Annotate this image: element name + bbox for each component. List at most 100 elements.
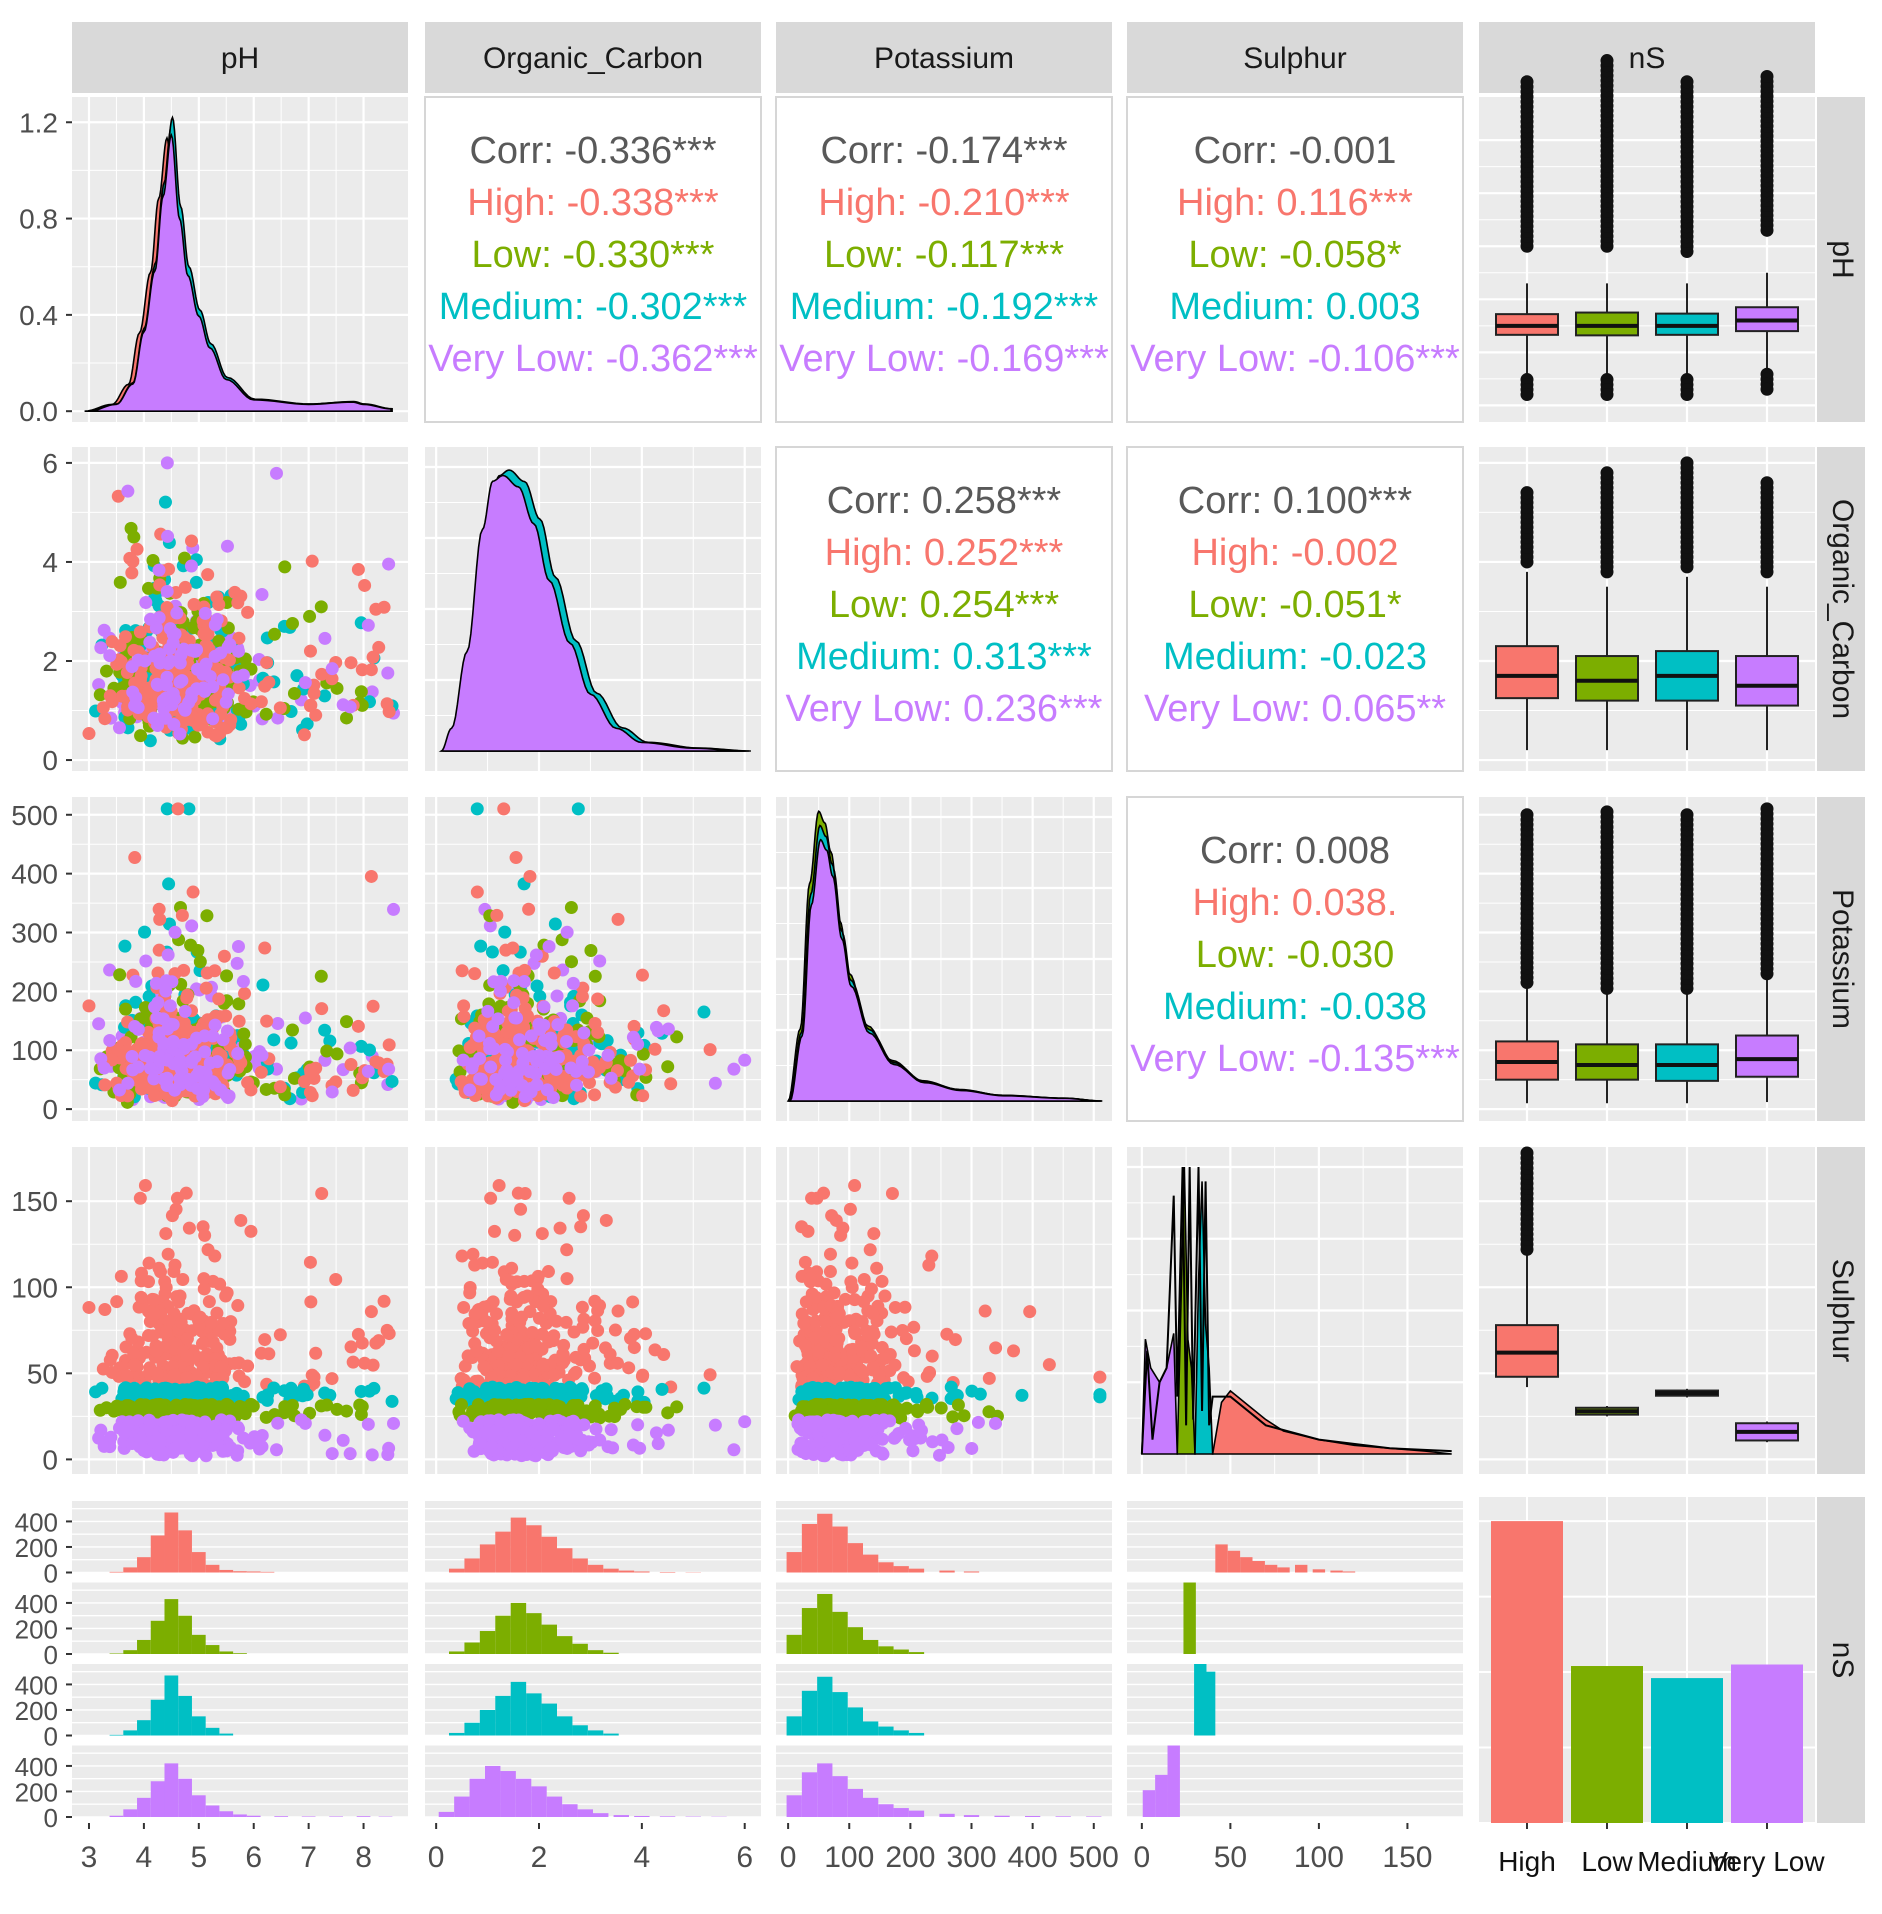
scatter-point [382,558,395,571]
scatter-point [125,1332,138,1345]
scatter-point [886,1187,899,1200]
column-strip-label: Organic_Carbon [483,42,703,75]
scatter-point [148,1000,161,1013]
scatter-point [134,729,147,742]
scatter-point [138,926,151,939]
scatter-point [577,1209,590,1222]
scatter-point [126,1050,139,1063]
scatter-point [268,628,281,641]
scatter-point [813,1436,826,1449]
scatter-point [365,1305,378,1318]
scatter-point [172,1295,185,1308]
scatter-point [157,1012,170,1025]
scatter-point [593,954,606,967]
scatter-point [506,942,519,955]
scatter-point [582,1044,595,1057]
scatter-point [935,1402,948,1415]
scatter-point [480,1315,493,1328]
scatter-point [306,555,319,568]
scatter-point [849,1418,862,1431]
scatter-point [738,1415,751,1428]
scatter-point [185,919,198,932]
scatter-point [340,1405,353,1418]
scatter-point [885,1326,898,1339]
scatter-point [218,950,231,963]
scatter-point [89,1385,102,1398]
scatter-point [965,1442,978,1455]
scatter-point [326,1372,339,1385]
scatter-point [493,1179,506,1192]
scatter-point [133,1440,146,1453]
scatter-point [166,1209,179,1222]
scatter-point [457,999,470,1012]
scatter-point [274,1328,287,1341]
scatter-point [201,568,214,581]
scatter-point [560,1243,573,1256]
scatter-point [471,802,484,815]
scatter-point [481,1414,494,1427]
scatter-point [271,1417,284,1430]
scatter-point [205,1316,218,1329]
correlation-text-medium: Medium: -0.023 [1163,636,1427,678]
scatter-point [182,1307,195,1320]
scatter-point [367,651,380,664]
scatter-point [260,1083,273,1096]
scatter-point [899,1386,912,1399]
scatter-point [531,1282,544,1295]
scatter-point [879,1382,892,1395]
scatter-point [181,989,194,1002]
scatter-point [315,1399,328,1412]
scatter-point [481,1387,494,1400]
scatter-point [560,1035,573,1048]
scatter-point [136,1385,149,1398]
scatter-point [1015,1389,1028,1402]
scatter-point [355,1385,368,1398]
scatter-point [220,696,233,709]
scatter-point [98,1061,111,1074]
scatter-point [848,1179,861,1192]
scatter-point [612,1305,625,1318]
scatter-point [576,1301,589,1314]
scatter-point [220,969,233,982]
correlation-text-high: High: -0.002 [1191,532,1398,574]
scatter-point [833,1400,846,1413]
scatter-point [549,917,562,930]
scatter-point [152,1262,165,1275]
scatter-point [362,619,375,632]
scatter-point [135,1267,148,1280]
scatter-point [697,1382,710,1395]
scatter-point [816,1358,829,1371]
scatter-point [309,1347,322,1360]
correlation-text-very-low: Very Low: -0.169*** [779,338,1109,380]
scatter-point [600,1214,613,1227]
scatter-point [355,685,368,698]
scatter-point [386,1395,399,1408]
scatter-point [244,1225,257,1238]
scatter-point [278,1384,291,1397]
scatter-point [378,1295,391,1308]
scatter-point [799,1339,812,1352]
scatter-point [525,1085,538,1098]
scatter-point [824,1248,837,1261]
scatter-point [160,1326,173,1339]
scatter-point [209,650,222,663]
row-strip-label: Sulphur [1826,1259,1859,1362]
scatter-point [463,1421,476,1434]
scatter-point [176,1273,189,1286]
scatter-point [501,1329,514,1342]
scatter-point [824,1265,837,1278]
scatter-point [848,1325,861,1338]
scatter-point [497,964,510,977]
scatter-point [612,913,625,926]
correlation-text-low: Low: -0.117*** [824,234,1064,276]
scatter-point [636,969,649,982]
scatter-point [566,999,579,1012]
scatter-point [169,627,182,640]
scatter-point [875,1446,888,1459]
scatter-point [866,1307,879,1320]
scatter-point [365,663,378,676]
scatter-point [177,1441,190,1454]
scatter-point [304,699,317,712]
correlation-text-low: Low: -0.058* [1188,234,1402,276]
